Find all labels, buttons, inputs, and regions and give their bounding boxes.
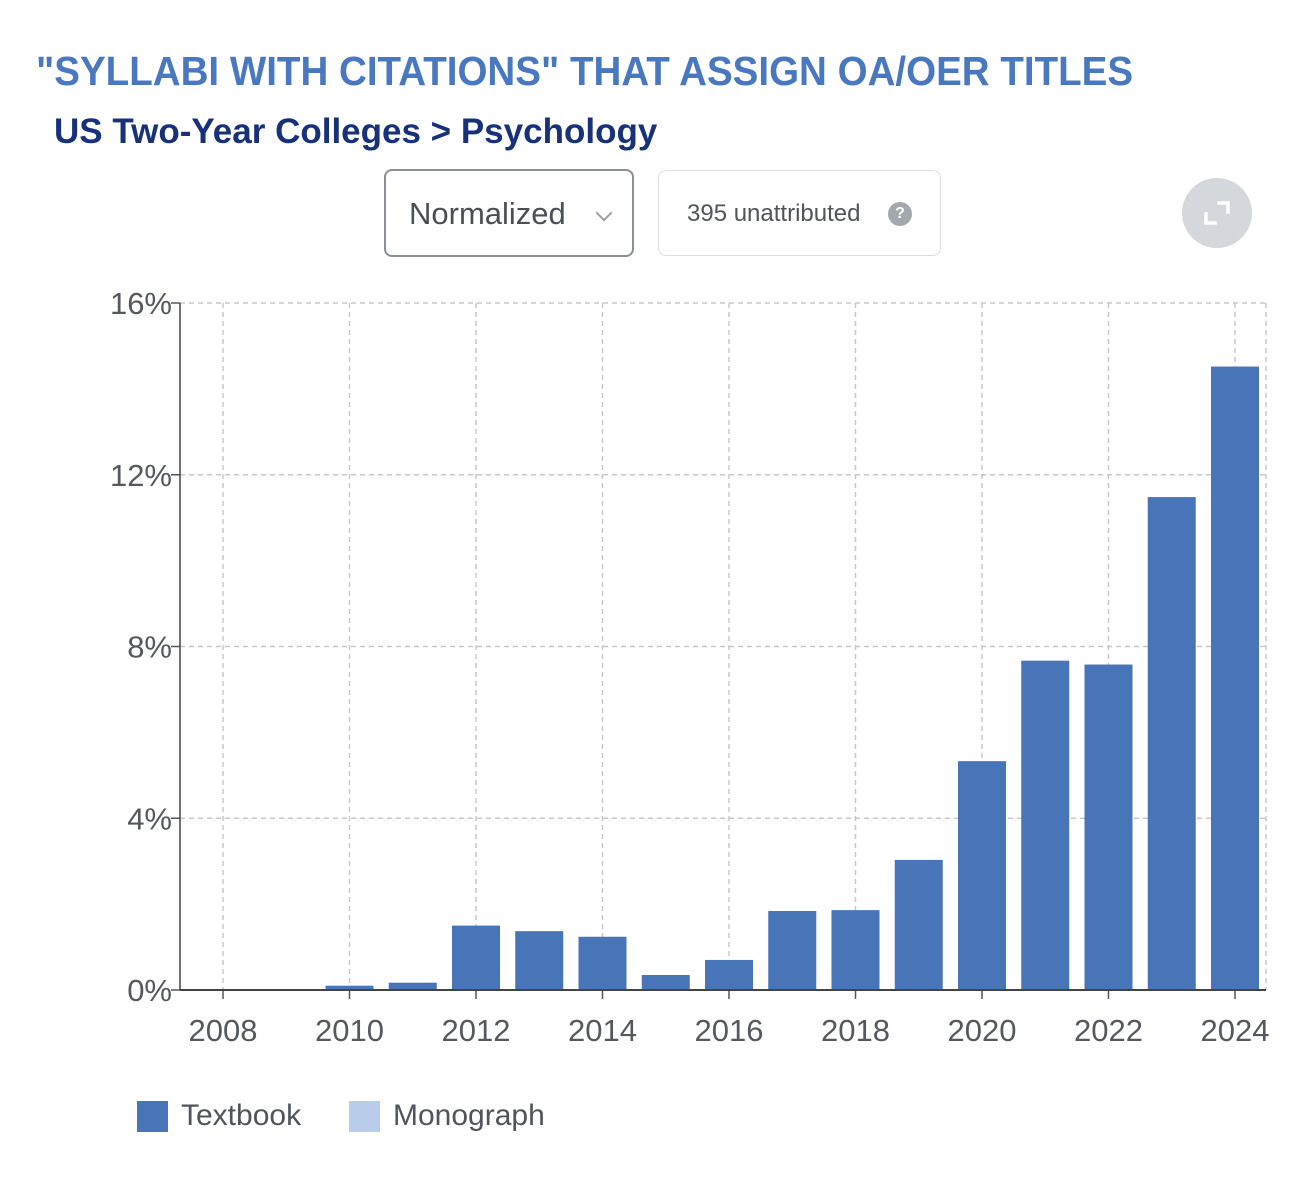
- unattributed-badge[interactable]: 395 unattributed ?: [658, 170, 941, 256]
- legend-swatch-textbook: [137, 1101, 168, 1132]
- y-tick-label: 16%: [110, 286, 172, 321]
- bar-textbook-2023: [1147, 497, 1196, 990]
- bar-textbook-2011: [388, 982, 437, 990]
- chart-title: "SYLLABI WITH CITATIONS" THAT ASSIGN OA/…: [36, 48, 1134, 94]
- x-tick-label: 2012: [442, 1013, 511, 1048]
- unattributed-label: 395 unattributed: [687, 200, 861, 227]
- bar-textbook-2013: [515, 931, 564, 990]
- x-tick-label: 2024: [1201, 1013, 1270, 1048]
- expand-button[interactable]: [1182, 178, 1252, 248]
- x-tick-label: 2008: [189, 1013, 258, 1048]
- y-tick-label: 8%: [127, 630, 172, 665]
- y-tick-label: 4%: [127, 801, 172, 836]
- x-tick-label: 2020: [948, 1013, 1017, 1048]
- legend-swatch-monograph: [349, 1101, 380, 1132]
- bar-textbook-2012: [451, 925, 500, 990]
- bar-textbook-2016: [704, 959, 753, 990]
- legend-label-textbook: Textbook: [181, 1099, 302, 1132]
- expand-icon: [1204, 201, 1230, 225]
- bar-textbook-2020: [957, 761, 1006, 990]
- bar-textbook-2021: [1021, 660, 1070, 990]
- x-tick-label: 2014: [568, 1013, 637, 1048]
- bar-textbook-2022: [1084, 664, 1133, 990]
- mode-dropdown-value: Normalized: [409, 196, 566, 231]
- chart-subtitle: US Two-Year Colleges > Psychology: [54, 112, 658, 151]
- y-tick-label: 0%: [127, 973, 172, 1008]
- x-tick-label: 2018: [821, 1013, 890, 1048]
- bar-textbook-2015: [641, 974, 690, 990]
- x-tick-label: 2016: [695, 1013, 764, 1048]
- bar-textbook-2019: [894, 859, 943, 990]
- y-tick-label: 12%: [110, 458, 172, 493]
- question-circle-icon[interactable]: ?: [888, 202, 912, 226]
- bar-textbook-2010: [325, 985, 374, 990]
- legend-label-monograph: Monograph: [393, 1099, 545, 1132]
- x-tick-label: 2022: [1074, 1013, 1143, 1048]
- bar-textbook-2014: [578, 936, 627, 990]
- bar-chart: 0% 4% 8% 12% 16% 2008 2010 2012 2014 2016 2018 2020…: [110, 286, 1270, 1048]
- bar-textbook-2024: [1210, 366, 1259, 990]
- x-tick-label: 2010: [315, 1013, 384, 1048]
- bar-textbook-2018: [831, 910, 880, 990]
- mode-dropdown[interactable]: Normalized: [384, 169, 634, 257]
- bar-textbook-2017: [768, 910, 817, 990]
